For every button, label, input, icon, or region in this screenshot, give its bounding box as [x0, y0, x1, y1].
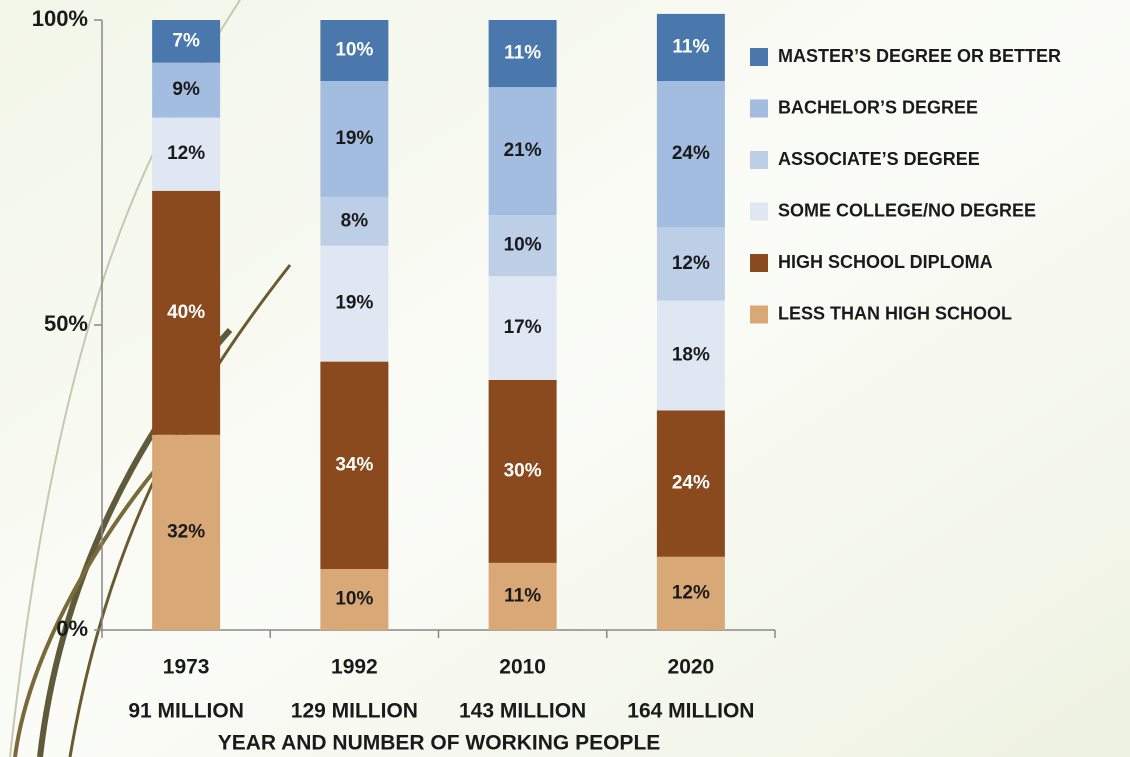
bar-segment: [152, 434, 221, 630]
value-label: 11%: [504, 585, 541, 606]
legend-swatch: [750, 99, 768, 118]
legend-swatch: [750, 151, 768, 169]
bar-segment: [320, 81, 389, 197]
y-tick-label: 0%: [56, 616, 88, 641]
value-label: 24%: [672, 473, 710, 494]
x-tick-label: 1992: [331, 656, 378, 679]
bar-segment: [488, 20, 557, 88]
value-label: 18%: [672, 345, 710, 366]
bar-segment: [320, 196, 389, 246]
legend-label: BACHELOR’S DEGREE: [778, 97, 978, 117]
value-label: 19%: [335, 293, 373, 314]
x-tick-sublabel: 91 MILLION: [128, 700, 244, 723]
value-label: 17%: [504, 317, 542, 338]
legend-label: HIGH SCHOOL DIPLOMA: [778, 252, 993, 272]
bar-segment: [488, 562, 557, 630]
bar-segment: [152, 62, 221, 118]
x-tick-label: 2020: [668, 656, 715, 679]
x-tick-sublabel: 129 MILLION: [291, 700, 418, 723]
value-label: 7%: [172, 30, 200, 51]
value-label: 19%: [335, 128, 373, 149]
x-axis-title: YEAR AND NUMBER OF WORKING PEOPLE: [218, 732, 661, 755]
bar-segment: [488, 87, 557, 216]
value-label: 8%: [341, 210, 369, 231]
legend-label: MASTER’S DEGREE OR BETTER: [778, 46, 1061, 66]
x-tick-label: 2010: [499, 656, 546, 679]
value-label: 11%: [672, 36, 709, 57]
legend-label: ASSOCIATE’S DEGREE: [778, 149, 980, 169]
legend-label: SOME COLLEGE/NO DEGREE: [778, 200, 1036, 220]
bar-segment: [656, 300, 725, 411]
bar-segment: [152, 20, 221, 63]
legend-swatch: [750, 48, 768, 66]
value-label: 24%: [672, 143, 710, 164]
value-label: 11%: [504, 43, 541, 64]
bar-segment: [656, 556, 725, 630]
x-tick-sublabel: 164 MILLION: [627, 700, 754, 723]
bar-segment: [656, 81, 725, 228]
x-tick-label: 1973: [163, 656, 210, 679]
bar-segment: [656, 227, 725, 301]
value-label: 30%: [504, 460, 542, 481]
bar-segment: [320, 361, 389, 569]
legend-label: LESS THAN HIGH SCHOOL: [778, 303, 1012, 323]
bar-segment: [152, 117, 221, 191]
legend-swatch: [750, 305, 768, 324]
value-label: 34%: [335, 454, 373, 475]
bar-segment: [152, 190, 221, 435]
value-label: 10%: [335, 40, 373, 61]
legend-swatch: [750, 254, 768, 272]
y-tick-label: 100%: [32, 6, 88, 31]
value-label: 32%: [167, 521, 205, 542]
x-tick-sublabel: 143 MILLION: [459, 700, 586, 723]
value-label: 12%: [167, 143, 205, 164]
bar-segment: [488, 276, 557, 380]
value-label: 10%: [335, 589, 373, 610]
bar-segment: [656, 410, 725, 557]
bar-segment: [656, 13, 725, 81]
bar-segment: [320, 569, 389, 630]
value-label: 9%: [172, 79, 200, 100]
bar-segment: [488, 215, 557, 277]
value-label: 12%: [672, 582, 710, 603]
bar-segment: [320, 20, 389, 81]
bar-segment: [488, 379, 557, 563]
legend-swatch: [750, 202, 768, 221]
value-label: 40%: [167, 302, 205, 323]
value-label: 10%: [504, 235, 542, 256]
value-label: 21%: [504, 140, 542, 161]
y-tick-label: 50%: [44, 311, 88, 336]
bar-segment: [320, 245, 389, 362]
value-label: 12%: [672, 253, 710, 274]
